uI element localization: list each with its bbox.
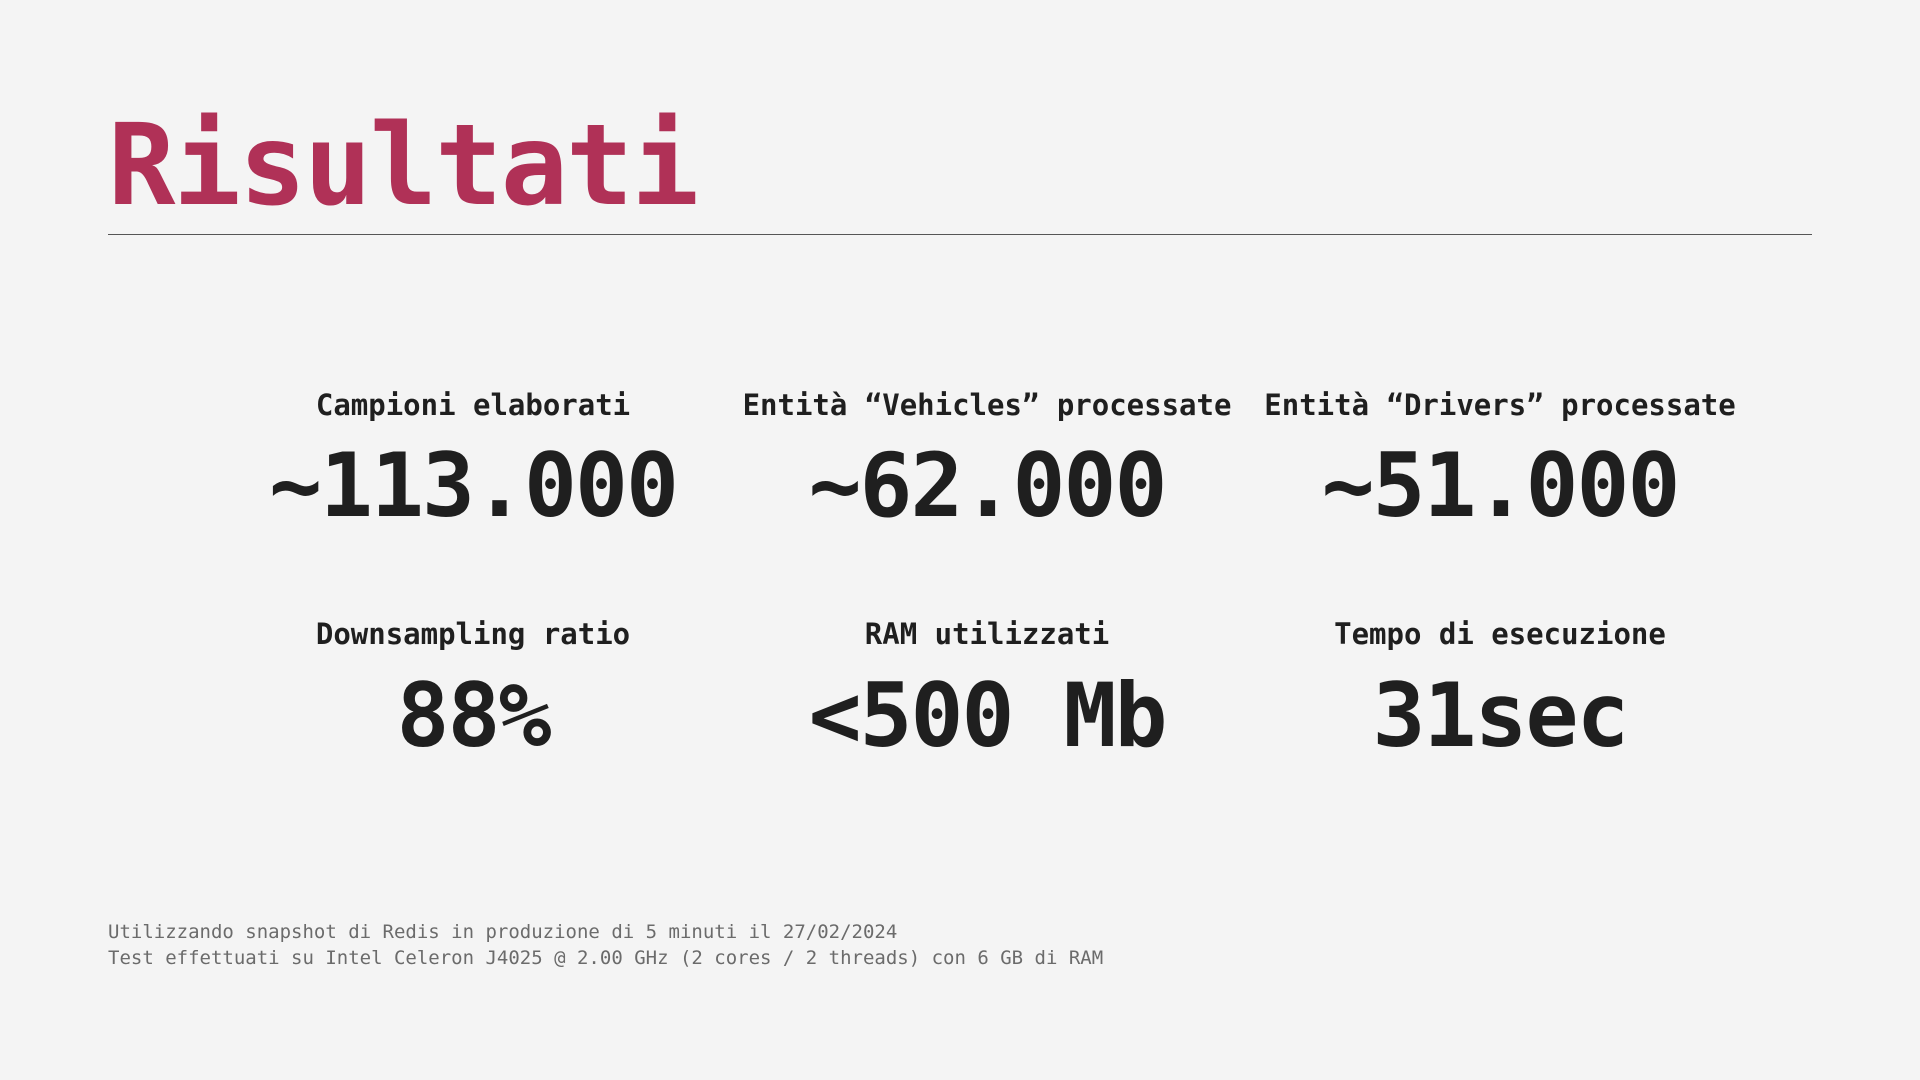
- footnote-line-hardware: Test effettuati su Intel Celeron J4025 @…: [108, 947, 1104, 969]
- title-divider: [108, 234, 1812, 235]
- footnote-line-snapshot: Utilizzando snapshot di Redis in produzi…: [108, 921, 898, 943]
- slide-title: Risultati: [108, 101, 699, 231]
- stat-value: ~51.000: [1321, 434, 1681, 537]
- stat-label: Entità “Drivers” processate: [1264, 388, 1736, 422]
- stat-value: ~113.000: [269, 434, 679, 537]
- stat-label: RAM utilizzati: [864, 617, 1110, 651]
- stat-value: 31sec: [1372, 664, 1630, 767]
- footnote: Utilizzando snapshot di Redis in produzi…: [108, 919, 1103, 971]
- stat-value: 88%: [396, 664, 552, 767]
- stat-value: ~62.000: [808, 434, 1168, 537]
- stat-label: Entità “Vehicles” processate: [742, 388, 1232, 422]
- stat-label: Downsampling ratio: [315, 617, 631, 651]
- stat-value: <500 Mb: [808, 664, 1168, 767]
- stat-label: Tempo di esecuzione: [1334, 617, 1666, 651]
- stat-label: Campioni elaborati: [315, 388, 631, 422]
